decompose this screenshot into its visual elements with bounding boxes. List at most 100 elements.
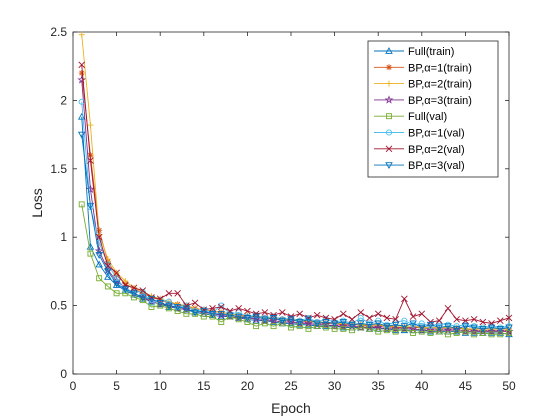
data-point [366, 314, 373, 322]
data-point [461, 323, 470, 331]
legend-entry: BP,α=2(train) [374, 79, 472, 91]
x-tick-label: 20 [241, 379, 255, 393]
legend-label: BP,α=3(val) [408, 160, 465, 172]
data-point [427, 323, 434, 330]
data-point [426, 325, 435, 334]
data-point [304, 318, 313, 328]
data-point [296, 310, 304, 318]
data-point [321, 320, 331, 329]
y-tick-label: 0.5 [50, 299, 67, 313]
data-point [469, 327, 479, 336]
data-point [269, 316, 278, 325]
data-point [95, 260, 103, 268]
legend-box [367, 40, 499, 178]
data-point [453, 315, 460, 323]
data-point [444, 305, 452, 312]
data-point [191, 299, 199, 307]
legend-label: BP,α=1(val) [408, 128, 465, 140]
data-point [174, 308, 181, 315]
data-point [234, 313, 243, 321]
data-point [261, 309, 269, 316]
data-point [147, 295, 156, 303]
data-point [112, 280, 121, 288]
legend-label: BP,α=1(train) [408, 62, 472, 74]
data-point [487, 324, 496, 332]
x-tick-label: 30 [328, 379, 342, 393]
data-point [409, 313, 417, 320]
data-point [243, 315, 252, 322]
data-point [357, 309, 365, 316]
data-point [95, 252, 103, 259]
data-point [87, 122, 94, 129]
data-point [340, 325, 347, 332]
legend-entry: BP,α=3(train) [374, 95, 472, 107]
data-point [348, 315, 356, 323]
data-point [339, 319, 348, 326]
series-line [81, 64, 510, 324]
y-tick-label: 1.5 [50, 162, 67, 176]
legend-entry: BP,α=1(val) [374, 128, 465, 140]
data-point [410, 330, 417, 336]
data-point [471, 331, 478, 338]
data-point [113, 290, 120, 297]
data-point [426, 321, 435, 329]
data-point [357, 314, 364, 321]
data-point [96, 275, 103, 282]
data-point [505, 324, 513, 332]
y-tick-label: 2.5 [50, 25, 67, 39]
data-point [427, 330, 434, 336]
data-point [436, 328, 443, 335]
data-point [209, 305, 216, 312]
data-point [330, 320, 339, 328]
x-axis-label: Epoch [271, 400, 311, 416]
data-point [78, 201, 85, 208]
legend-label: Full(train) [408, 46, 454, 58]
data-point [452, 326, 461, 333]
legend-entry: BP,α=2(val) [374, 144, 465, 156]
data-point [495, 327, 505, 336]
data-point [356, 320, 365, 328]
data-point [401, 317, 408, 324]
data-point [217, 310, 226, 318]
legend: Full(train) BP,α=1(train) BP,α=2(train) BP,… [367, 40, 499, 178]
data-point [496, 326, 505, 333]
data-point [217, 303, 225, 311]
data-point [78, 61, 86, 69]
legend-marker [386, 64, 392, 71]
data-point [121, 286, 130, 294]
data-point [113, 275, 120, 282]
data-point [365, 321, 374, 329]
data-point [104, 261, 111, 268]
x-tick-label: 15 [197, 379, 211, 393]
legend-label: BP,α=2(train) [408, 79, 472, 91]
data-point [87, 157, 94, 164]
data-point [496, 317, 504, 324]
data-point [226, 312, 234, 320]
data-point [148, 304, 155, 310]
y-axis-label: Loss [29, 188, 45, 218]
data-point [330, 321, 339, 330]
data-point [165, 289, 173, 297]
y-tick-label: 0 [60, 367, 67, 381]
legend-marker [386, 80, 392, 87]
legend-marker [385, 47, 393, 54]
data-point [374, 310, 382, 318]
legend-entry: BP,α=3(val) [374, 160, 465, 172]
y-tick-label: 2 [60, 93, 67, 107]
data-point [174, 289, 181, 297]
data-point [191, 309, 199, 317]
legend-label: Full(val) [408, 111, 447, 123]
data-point [479, 318, 487, 326]
data-point [278, 309, 286, 316]
data-point [165, 298, 172, 305]
series-6 [78, 98, 513, 331]
legend-marker [385, 129, 393, 136]
data-point [95, 233, 103, 241]
data-point [251, 314, 261, 323]
data-point [305, 325, 312, 332]
data-point [286, 317, 296, 326]
data-point [418, 324, 426, 332]
data-point [392, 328, 399, 335]
data-point [173, 304, 182, 311]
